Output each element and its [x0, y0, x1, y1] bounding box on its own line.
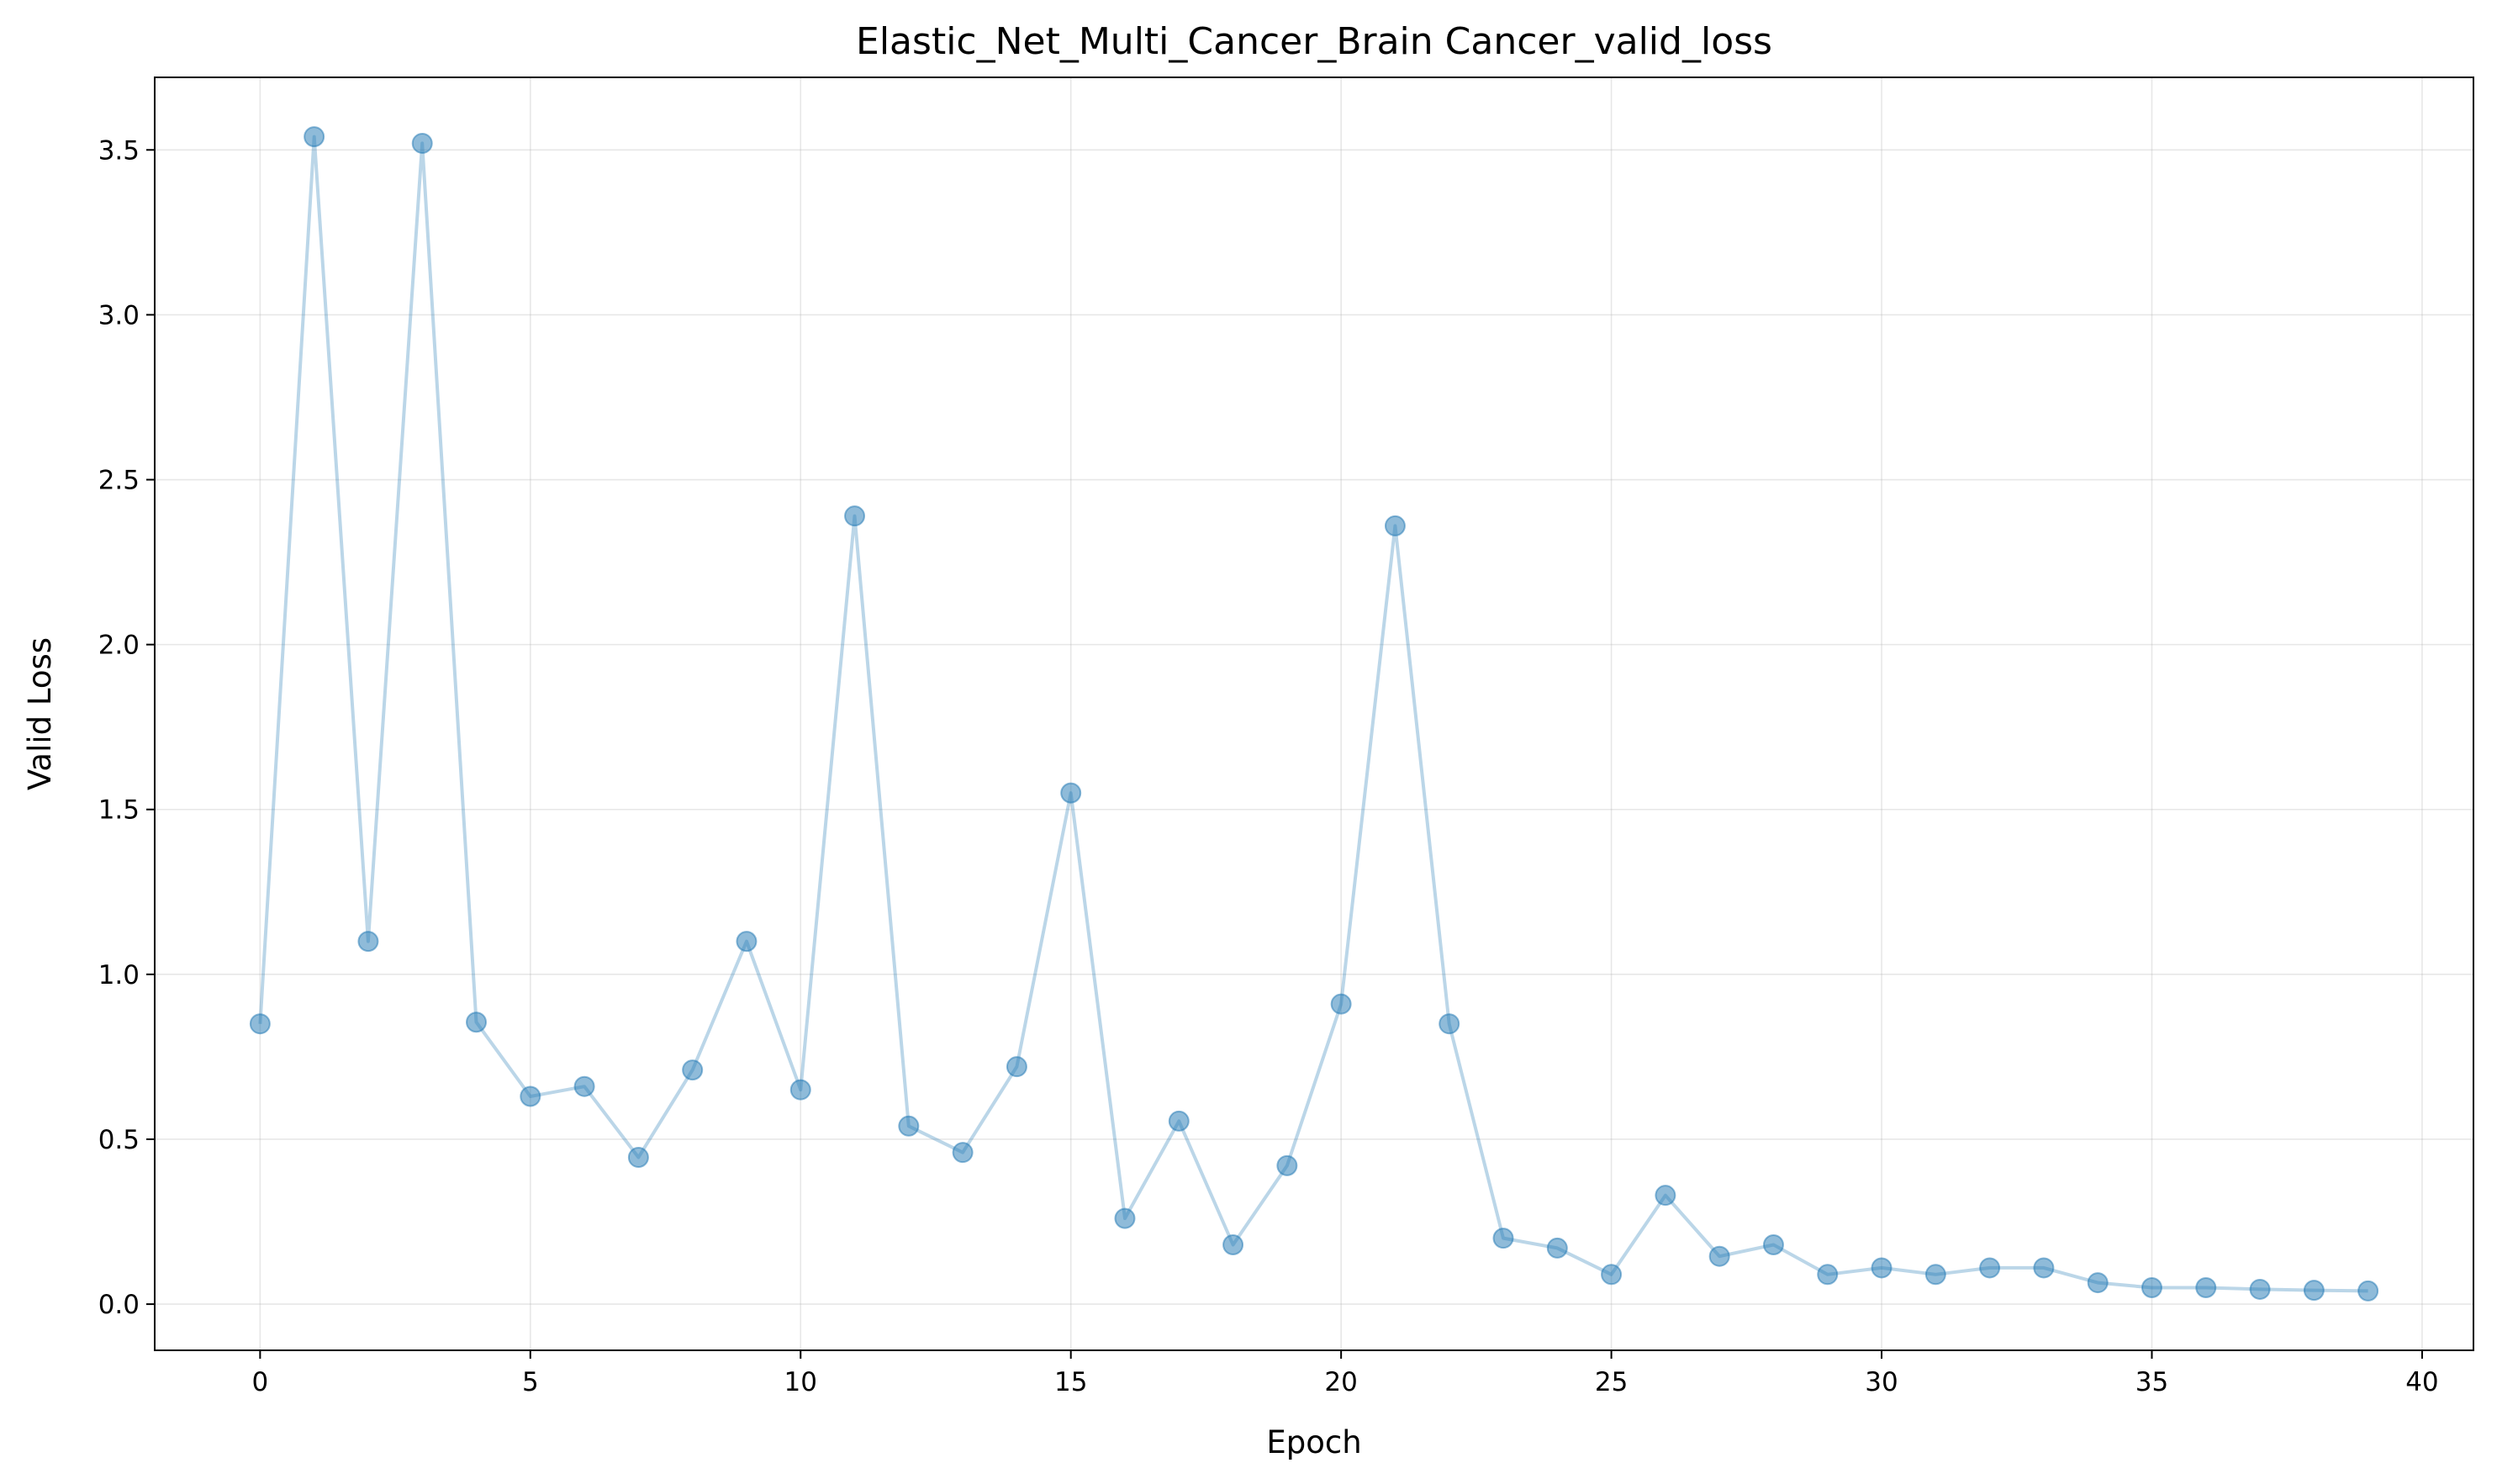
y-axis-title: Valid Loss	[22, 637, 58, 790]
chart-title: Elastic_Net_Multi_Cancer_Brain Cancer_va…	[856, 20, 1772, 63]
data-point	[2303, 1280, 2325, 1302]
data-point	[1384, 515, 1406, 536]
y-tick-label: 2.0	[98, 631, 140, 661]
data-point	[1979, 1257, 2001, 1279]
y-tick-label: 3.0	[98, 300, 140, 330]
data-point	[1762, 1233, 1784, 1255]
data-point	[1655, 1185, 1676, 1207]
series-layer	[249, 126, 2379, 1302]
x-tick-label: 35	[2135, 1367, 2168, 1397]
x-tick-label: 25	[1595, 1367, 1628, 1397]
data-point	[789, 1079, 811, 1101]
data-point	[2087, 1272, 2109, 1294]
x-tick-label: 40	[2405, 1367, 2438, 1397]
data-point	[2033, 1257, 2055, 1279]
data-point	[2357, 1280, 2379, 1302]
data-point	[411, 132, 433, 154]
data-point	[1222, 1233, 1244, 1255]
data-point	[952, 1142, 974, 1164]
data-point	[1601, 1264, 1623, 1286]
data-point	[1114, 1207, 1136, 1229]
data-point	[357, 931, 379, 953]
data-point	[736, 931, 758, 953]
data-point	[1439, 1013, 1460, 1035]
data-point	[249, 1013, 271, 1035]
series-line	[258, 135, 2368, 1293]
data-point	[1871, 1257, 1893, 1279]
data-point	[1708, 1245, 1730, 1267]
ticks: 0 5 10 15 20 25 30 35 40 0.0 0.5 1.0 1.5 2.0 2.5 3.0 3.5	[98, 135, 2439, 1397]
data-point	[1817, 1264, 1839, 1286]
data-point	[1546, 1237, 1568, 1259]
data-point	[844, 505, 866, 527]
plot-frame	[154, 77, 2474, 1351]
y-tick-label: 3.5	[98, 135, 140, 166]
y-tick-label: 1.0	[98, 960, 140, 990]
data-point	[1924, 1264, 1946, 1286]
data-point	[466, 1011, 488, 1033]
data-point	[520, 1085, 541, 1107]
data-point	[304, 126, 325, 148]
data-point	[1330, 993, 1352, 1015]
data-point	[1492, 1228, 1514, 1249]
data-point	[2249, 1278, 2271, 1300]
data-point	[627, 1147, 649, 1169]
data-point	[2141, 1276, 2162, 1298]
y-tick-label: 0.0	[98, 1290, 140, 1320]
data-point	[898, 1115, 920, 1137]
x-tick-label: 15	[1054, 1367, 1087, 1397]
data-point	[1168, 1110, 1190, 1132]
x-tick-label: 10	[784, 1367, 817, 1397]
x-tick-label: 30	[1865, 1367, 1898, 1397]
data-point	[1276, 1154, 1298, 1176]
data-point	[2195, 1276, 2217, 1298]
y-tick-label: 2.5	[98, 466, 140, 496]
x-axis-title: Epoch	[1266, 1424, 1361, 1460]
x-tick-label: 0	[251, 1367, 268, 1397]
data-point	[1006, 1056, 1027, 1078]
y-tick-label: 0.5	[98, 1125, 140, 1155]
grid	[155, 77, 2473, 1350]
x-tick-label: 20	[1324, 1367, 1357, 1397]
y-tick-label: 1.5	[98, 795, 140, 826]
data-point	[1060, 782, 1082, 804]
data-point	[682, 1059, 704, 1081]
data-point	[573, 1075, 595, 1097]
x-tick-label: 5	[522, 1367, 539, 1397]
